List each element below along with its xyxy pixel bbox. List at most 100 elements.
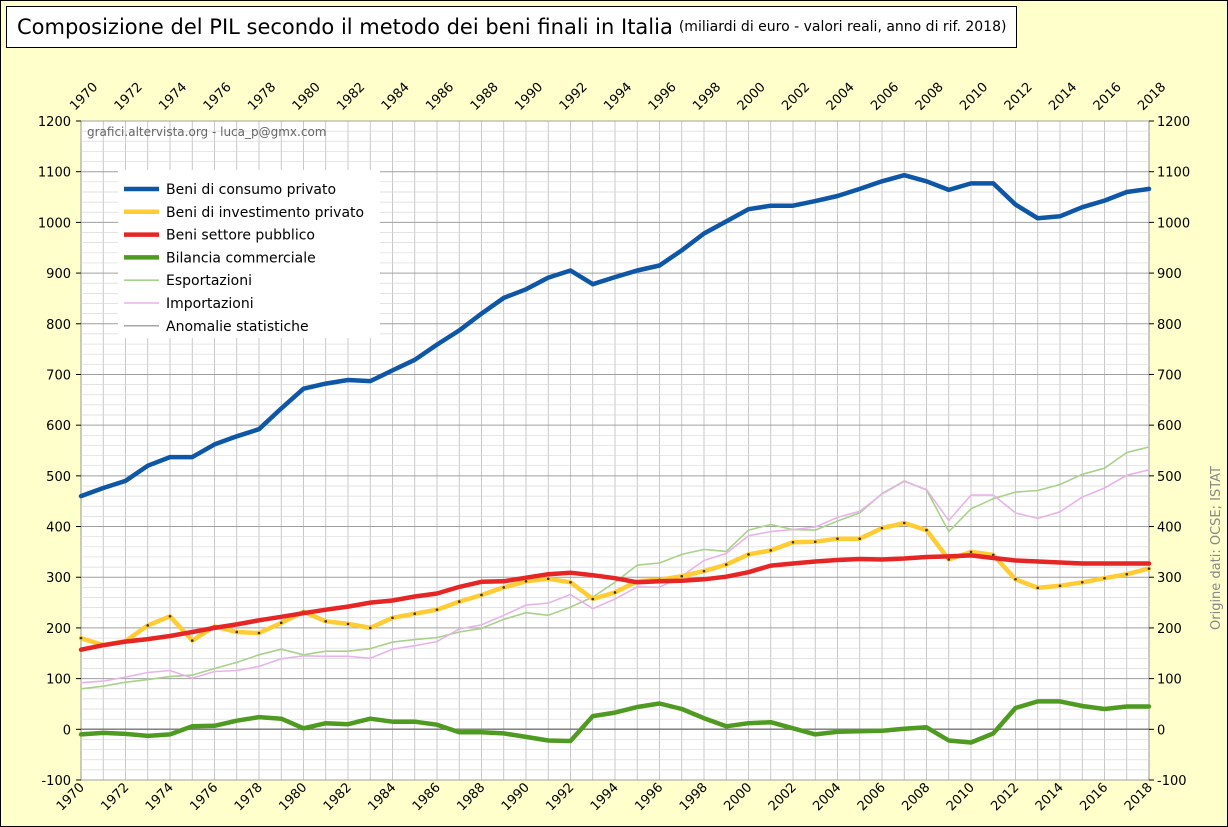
x-tick-label-top: 1986 [423,80,457,114]
x-tick-label-top: 2014 [1046,80,1080,114]
x-tick-label-top: 1984 [379,80,413,114]
x-tick-label-bottom: 2004 [810,780,844,814]
y-tick-label-left: 300 [46,571,71,586]
x-tick-label-bottom: 2006 [855,780,889,814]
series-point [1103,576,1106,580]
series-point [235,630,239,634]
x-tick-label-top: 1978 [245,80,279,114]
series-point [813,540,817,544]
series-point [1036,586,1040,590]
x-tick-label-top: 2012 [1002,80,1036,114]
chart-title-box: Composizione del PIL secondo il metodo d… [6,6,1018,48]
legend-label: Beni di consumo privato [166,182,336,198]
x-tick-label-top: 1996 [646,80,680,114]
x-axis-top: 1970 1972 1974 1976 1978 1980 1982 1984 1986 1988… [67,80,1169,114]
series-line [80,446,1150,690]
x-tick-label-top: 2004 [824,80,858,114]
series-point [569,581,572,584]
x-tick-label-bottom: 2018 [1122,780,1156,814]
x-tick-label-bottom: 1976 [187,780,221,814]
y-axis-right: -100 0 100 200 300 400 500 600 700 800 900 1000 1100… [1149,115,1190,789]
x-axis-bottom: 1970 1972 1974 1976 1978 1980 1982 1984 1986 1988… [54,780,1156,814]
source-label: Origine dati: OCSE; ISTAT [1209,466,1224,630]
x-tick-label-top: 1998 [690,80,724,114]
series-line [78,172,1152,499]
series-point [79,636,83,640]
series-point [947,558,951,561]
series-point [724,563,728,566]
legend-label: Importazioni [166,296,254,312]
x-tick-label-top: 1976 [201,80,235,114]
series-point [190,639,194,642]
series-point [880,526,884,530]
y-axis-left: -100 0 100 200 300 400 500 600 700 800 900 1000 1100… [38,115,81,789]
x-tick-label-bottom: 1988 [454,780,488,814]
y-tick-label-left: 500 [46,470,71,485]
y-tick-label-left: 900 [46,267,71,282]
x-tick-label-bottom: 1998 [677,780,711,814]
series-point [591,597,595,601]
series-point [791,540,795,544]
x-tick-label-bottom: 1978 [232,780,266,814]
x-tick-label-top: 2002 [779,80,813,114]
legend-box [118,170,380,338]
y-tick-label-right: 300 [1157,571,1182,586]
x-tick-label-top: 2000 [735,80,769,114]
series-point [747,553,750,556]
series-line [78,553,1152,652]
y-tick-label-right: -100 [1157,774,1187,789]
x-tick-label-top: 1974 [156,80,190,114]
y-tick-label-left: 200 [46,622,71,637]
chart-title: Composizione del PIL secondo il metodo d… [17,15,673,39]
series-point [279,621,283,625]
x-tick-label-bottom: 1992 [543,780,577,814]
y-tick-label-left: 700 [46,368,71,383]
watermark-text: grafici.altervista.org - luca_p@gmx.com [87,125,326,139]
series-point [502,586,506,589]
x-tick-label-bottom: 1974 [143,780,177,814]
x-tick-label-top: 1988 [468,80,502,114]
series-point [969,550,973,554]
y-tick-label-right: 1200 [1157,115,1190,130]
x-tick-label-bottom: 2012 [988,780,1022,814]
x-tick-label-top: 1972 [112,80,146,114]
x-tick-label-bottom: 2016 [1077,780,1111,814]
y-tick-label-right: 800 [1157,318,1182,333]
series-lines [78,172,1152,745]
series-point [435,608,439,611]
series-point [1058,584,1062,588]
x-tick-label-top: 1992 [557,80,591,114]
x-tick-label-bottom: 1990 [499,780,533,814]
legend-label: Beni settore pubblico [166,228,315,244]
series-point [702,569,706,573]
x-tick-label-bottom: 2014 [1033,780,1067,814]
series-point [480,593,483,597]
series-point [902,521,906,525]
x-tick-label-top: 2010 [957,80,991,114]
y-tick-label-right: 600 [1157,419,1182,434]
x-tick-label-bottom: 1996 [632,780,666,814]
y-tick-label-right: 400 [1157,521,1182,536]
y-tick-label-right: 0 [1157,723,1165,738]
series-line [78,699,1152,745]
x-tick-label-top: 1982 [334,80,368,114]
x-tick-label-top: 1994 [601,80,635,114]
y-tick-label-right: 900 [1157,267,1182,282]
series-point [257,631,261,635]
series-point [858,537,862,541]
x-tick-label-bottom: 1980 [276,780,310,814]
series-point [146,624,150,627]
x-tick-label-top: 1980 [290,80,324,114]
legend-label: Anomalie statistiche [166,319,309,335]
series-point [368,626,372,630]
y-tick-label-right: 200 [1157,622,1182,637]
series-point [1080,581,1084,584]
series-point [413,612,417,616]
series-point [925,528,928,532]
x-tick-label-bottom: 1986 [410,780,444,814]
series-point [524,579,528,583]
series-point [836,537,839,541]
series-point [1125,572,1129,576]
series-line [80,468,1150,684]
series-point [346,622,350,626]
